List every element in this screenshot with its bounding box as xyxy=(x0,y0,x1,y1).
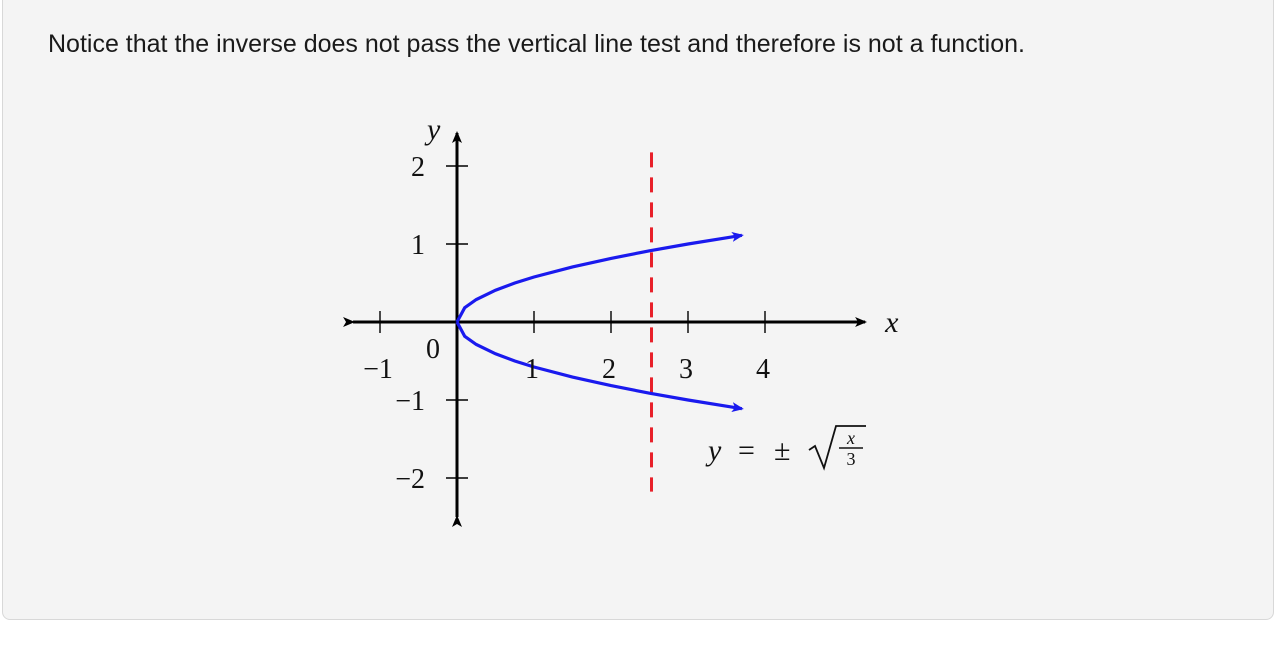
x-tick-label: −1 xyxy=(363,354,393,385)
y-axis-label: y xyxy=(424,113,441,146)
square-root-sign xyxy=(808,425,866,471)
annotation-equals: = xyxy=(738,434,755,467)
annotation-lhs: y xyxy=(705,434,722,467)
x-tick-label: 2 xyxy=(602,354,616,385)
lower-branch-curve xyxy=(455,321,744,413)
annotation-plus-minus: ± xyxy=(774,434,790,467)
y-tick-label: 2 xyxy=(411,152,425,183)
y-tick-label: −1 xyxy=(395,386,425,417)
x-axis-label: x xyxy=(884,306,899,339)
y-tick-label: 1 xyxy=(411,230,425,261)
x-tick-label: 1 xyxy=(525,354,539,385)
content-card xyxy=(2,0,1274,620)
x-tick-label: 4 xyxy=(756,354,770,385)
y-tick-label: −2 xyxy=(395,464,425,495)
annotation-denominator: 3 xyxy=(847,449,856,469)
upper-branch-curve xyxy=(455,231,744,323)
origin-label: 0 xyxy=(426,334,440,365)
caption-text: Notice that the inverse does not pass th… xyxy=(48,30,1025,58)
x-tick-label: 3 xyxy=(679,354,693,385)
annotation-numerator: x xyxy=(846,428,855,448)
